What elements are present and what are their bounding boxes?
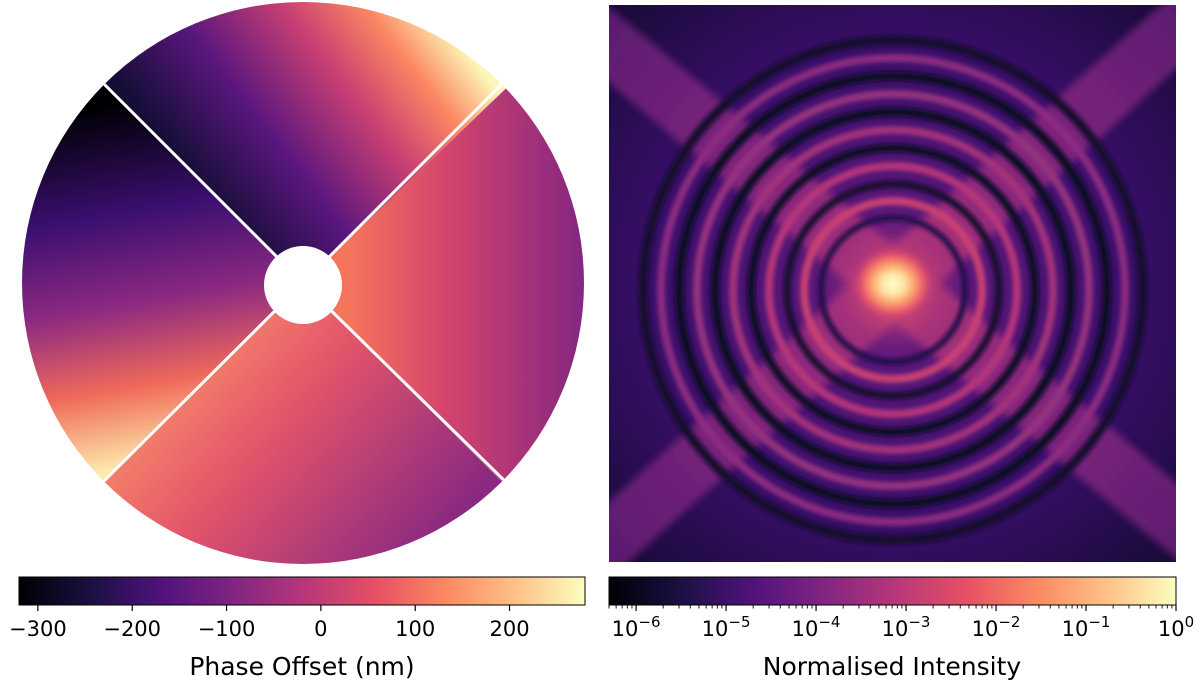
colorbar-phase: −300 −200 −100 0 100 200 Phase Offset (nm)	[9, 576, 586, 681]
central-obstruction	[264, 246, 342, 324]
colorbar-phase-tick-label: 0	[314, 617, 327, 641]
spider-vane	[301, 74, 512, 285]
colorbar-phase-tick-label: −300	[9, 617, 67, 641]
colorbar-intensity-tick-label: 10−1	[1062, 613, 1111, 641]
colorbar-intensity-tick-label: 10−3	[882, 613, 931, 641]
colorbar-phase-tick-label: −200	[103, 617, 161, 641]
colorbar-phase-tick-label: 200	[489, 617, 529, 641]
pupil-segment-right	[303, 75, 584, 500]
colorbar-intensity: 10−6 10−5 10−4 10−3 10−2 10−1 100 Normalised I…	[608, 576, 1194, 681]
colorbar-intensity-tick-label: 10−2	[972, 613, 1021, 641]
psf-intensity-map	[609, 5, 1176, 562]
pupil-phase-map	[22, 2, 584, 564]
spider-vane	[301, 281, 518, 494]
colorbar-phase-tick-label: −100	[198, 617, 256, 641]
colorbar-phase-label: Phase Offset (nm)	[189, 652, 414, 681]
colorbar-intensity-label: Normalised Intensity	[763, 652, 1022, 681]
psf-core	[851, 246, 935, 322]
colorbar-intensity-tick-label: 100	[1158, 613, 1194, 641]
colorbar-phase-gradient	[18, 576, 586, 606]
colorbar-intensity-tick-label: 10−5	[702, 613, 751, 641]
colorbar-intensity-tick-label: 10−4	[792, 613, 841, 641]
colorbar-intensity-gradient	[608, 576, 1177, 606]
spider-vane	[93, 73, 305, 285]
pupil-segment-top	[95, 2, 520, 283]
pupil-segment-left	[22, 75, 303, 490]
pupil-segment-bottom	[90, 283, 520, 564]
diffraction-rings	[638, 35, 1148, 545]
colorbar-phase-tick-label: 100	[395, 617, 435, 641]
colorbar-intensity-tick-label: 10−6	[612, 613, 661, 641]
spider-vane	[93, 281, 305, 492]
